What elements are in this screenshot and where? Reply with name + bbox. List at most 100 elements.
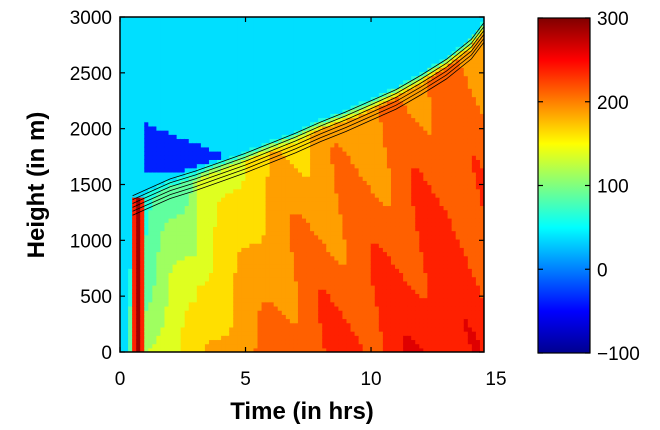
field-cell — [120, 84, 125, 89]
field-cell — [358, 310, 364, 315]
field-cell — [168, 29, 174, 35]
field-cell — [217, 222, 222, 227]
field-cell — [289, 138, 295, 144]
field-cell — [249, 218, 255, 223]
field-cell — [269, 234, 275, 240]
field-cell — [306, 218, 311, 223]
field-cell — [346, 264, 352, 269]
field-cell — [338, 322, 344, 328]
field-cell — [124, 176, 129, 181]
field-cell — [253, 297, 259, 303]
field-cell — [330, 75, 335, 81]
field-cell — [370, 268, 376, 274]
field-cell — [350, 50, 356, 56]
field-cell — [277, 255, 283, 261]
field-cell — [362, 113, 368, 119]
field-cell — [354, 151, 360, 156]
field-cell — [362, 167, 368, 173]
field-cell — [152, 326, 157, 332]
field-cell — [172, 180, 178, 186]
field-cell — [168, 305, 174, 311]
field-cell — [249, 347, 255, 352]
field-cell — [221, 192, 226, 198]
field-cell — [293, 222, 299, 227]
field-cell — [257, 58, 263, 64]
field-cell — [306, 335, 311, 341]
field-cell — [213, 92, 218, 98]
field-cell — [253, 50, 259, 56]
field-cell — [152, 121, 157, 127]
field-cell — [354, 188, 360, 194]
field-cell — [200, 218, 206, 223]
field-cell — [237, 96, 242, 102]
field-cell — [338, 21, 344, 26]
field-cell — [269, 46, 275, 52]
field-cell — [277, 25, 283, 31]
field-cell — [188, 293, 194, 299]
field-cell — [200, 125, 206, 131]
field-cell — [217, 104, 222, 110]
field-cell — [128, 218, 133, 223]
field-cell — [354, 163, 360, 169]
field-cell — [225, 305, 230, 311]
field-cell — [249, 188, 255, 194]
field-cell — [302, 318, 307, 324]
field-cell — [176, 188, 182, 194]
field-cell — [124, 293, 129, 299]
field-cell — [213, 50, 218, 56]
field-cell — [253, 347, 259, 352]
field-cell — [362, 184, 368, 190]
field-cell — [314, 285, 319, 290]
field-cell — [221, 213, 226, 219]
field-cell — [188, 238, 194, 244]
field-cell — [358, 46, 364, 52]
field-cell — [229, 289, 234, 294]
field-cell — [200, 259, 206, 265]
field-cell — [192, 318, 198, 324]
field-cell — [204, 276, 210, 282]
field-cell — [334, 335, 339, 341]
field-cell — [350, 213, 356, 219]
field-cell — [257, 67, 263, 73]
field-cell — [192, 234, 198, 240]
field-cell — [184, 280, 190, 286]
field-cell — [330, 159, 335, 165]
field-cell — [277, 109, 283, 114]
field-cell — [192, 125, 198, 131]
field-cell — [358, 268, 364, 274]
field-cell — [249, 272, 255, 278]
field-cell — [148, 213, 153, 219]
field-cell — [196, 305, 202, 311]
field-cell — [128, 17, 133, 22]
field-cell — [362, 180, 368, 186]
field-cell — [261, 117, 267, 123]
field-cell — [334, 276, 339, 282]
field-cell — [310, 155, 315, 160]
field-cell — [281, 264, 287, 269]
field-cell — [213, 180, 218, 186]
field-cell — [289, 272, 295, 278]
field-cell — [366, 268, 372, 274]
field-cell — [310, 251, 315, 257]
field-cell — [152, 163, 157, 169]
field-cell — [156, 234, 162, 240]
field-cell — [164, 347, 170, 352]
field-cell — [152, 234, 157, 240]
field-cell — [350, 176, 356, 181]
field-cell — [277, 234, 283, 240]
field-cell — [297, 322, 303, 328]
field-cell — [302, 130, 307, 135]
field-cell — [326, 63, 331, 68]
field-cell — [326, 151, 331, 156]
field-cell — [237, 37, 242, 43]
field-cell — [213, 100, 218, 106]
field-cell — [285, 276, 291, 282]
field-cell — [184, 25, 190, 31]
field-cell — [269, 268, 275, 274]
field-cell — [128, 138, 133, 144]
field-cell — [245, 272, 251, 278]
field-cell — [245, 305, 251, 311]
field-cell — [136, 113, 141, 119]
field-cell — [302, 230, 307, 236]
field-cell — [297, 138, 303, 144]
